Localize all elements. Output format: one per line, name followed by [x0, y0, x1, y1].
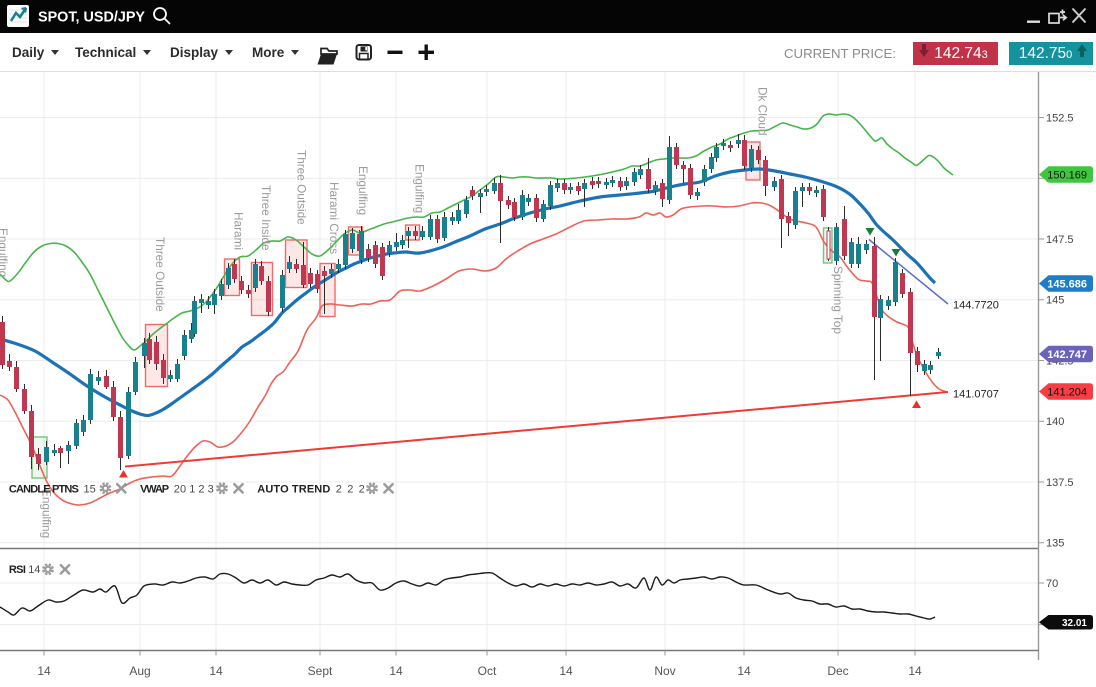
svg-text:AUTO TREND: AUTO TREND [257, 484, 330, 496]
svg-text:RSI: RSI [9, 564, 26, 576]
svg-text:Sept: Sept [308, 664, 333, 678]
svg-text:141.0707: 141.0707 [953, 389, 999, 401]
svg-text:14: 14 [559, 664, 573, 678]
svg-text:Nov: Nov [654, 664, 675, 678]
svg-text:14: 14 [37, 664, 51, 678]
svg-text:2 2 2: 2 2 2 [336, 484, 365, 496]
svg-text:15: 15 [84, 484, 96, 496]
svg-text:Dk Cloud: Dk Cloud [756, 87, 770, 136]
svg-text:14: 14 [737, 664, 751, 678]
svg-text:Engulfing: Engulfing [40, 489, 54, 538]
svg-text:137.5: 137.5 [1046, 477, 1074, 489]
svg-text:Three Inside: Three Inside [259, 185, 273, 251]
svg-text:Engulfing: Engulfing [356, 166, 370, 215]
svg-text:Aug: Aug [129, 664, 150, 678]
svg-text:144.7720: 144.7720 [953, 300, 999, 312]
svg-text:142.747: 142.747 [1047, 349, 1087, 361]
svg-text:SPOT, USD/JPY: SPOT, USD/JPY [38, 9, 145, 26]
svg-text:VWAP: VWAP [140, 484, 169, 496]
svg-text:135: 135 [1046, 538, 1064, 550]
svg-text:70: 70 [1046, 578, 1058, 590]
svg-text:14: 14 [389, 664, 403, 678]
svg-text:152.5: 152.5 [1046, 112, 1074, 124]
svg-text:Three Outside: Three Outside [295, 150, 309, 225]
svg-text:CANDLE PTNS: CANDLE PTNS [9, 484, 79, 496]
svg-text:Spinning Top: Spinning Top [831, 266, 845, 334]
svg-text:Engulfing: Engulfing [413, 164, 427, 213]
svg-text:14: 14 [908, 664, 922, 678]
svg-text:140: 140 [1046, 416, 1064, 428]
svg-text:14: 14 [28, 564, 40, 576]
svg-text:14: 14 [209, 664, 223, 678]
svg-text:145.686: 145.686 [1047, 278, 1087, 290]
svg-text:141.204: 141.204 [1047, 386, 1087, 398]
svg-text:20 1 2 3: 20 1 2 3 [174, 484, 214, 496]
svg-text:Three Outside: Three Outside [153, 237, 167, 312]
svg-text:Harami Cross: Harami Cross [327, 182, 341, 254]
svg-text:CURRENT PRICE:: CURRENT PRICE: [784, 47, 896, 61]
svg-text:Engulfing: Engulfing [0, 228, 10, 277]
svg-text:Harami: Harami [232, 212, 246, 250]
svg-text:Dec: Dec [827, 664, 848, 678]
svg-text:Oct: Oct [478, 664, 497, 678]
svg-text:32.01: 32.01 [1062, 618, 1087, 629]
svg-text:145: 145 [1046, 295, 1064, 307]
svg-text:147.5: 147.5 [1046, 234, 1074, 246]
svg-text:150.169: 150.169 [1047, 169, 1087, 181]
